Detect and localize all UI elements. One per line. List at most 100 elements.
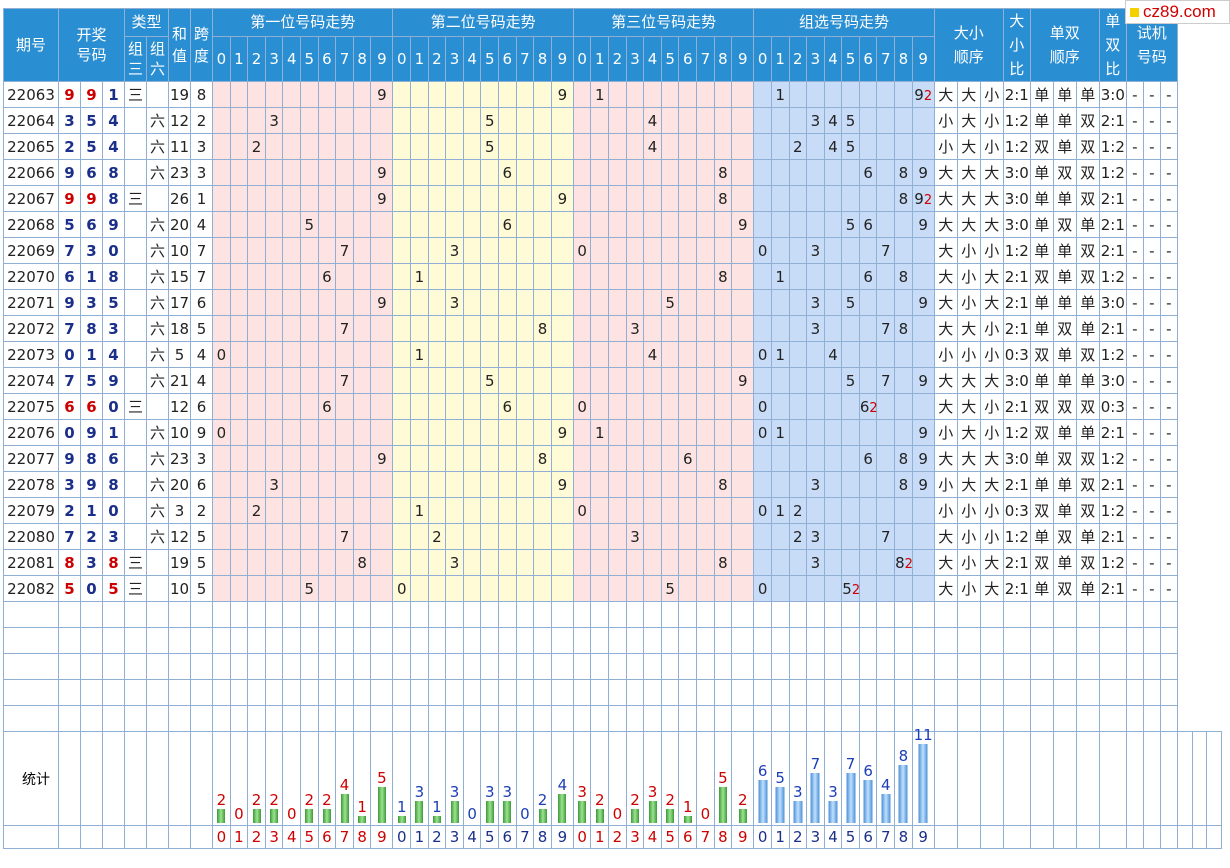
- pos3-cell: [625, 133, 645, 160]
- parity-ratio: 2:1: [1098, 523, 1127, 550]
- size-order: 大: [956, 185, 981, 212]
- zuxuan-digit: 0: [757, 397, 768, 416]
- axis-digit: 3: [625, 825, 645, 849]
- pos3-cell: [713, 315, 733, 342]
- parity-order: 双: [1052, 211, 1077, 238]
- size-order: 小: [979, 419, 1004, 446]
- zuxuan-digit: 4: [828, 137, 838, 156]
- parity-order: 双: [1052, 393, 1077, 420]
- size-order: 小: [956, 263, 981, 290]
- site-logo[interactable]: cz89.com: [1125, 0, 1230, 24]
- empty-cell: [876, 601, 896, 628]
- size-ratio: 2:1: [1002, 575, 1031, 602]
- pos1-cell: [247, 107, 266, 134]
- stats-bar-box: 3: [446, 733, 463, 825]
- draw-row: 22077 9 8 6 六 23 3 9 8 6 6 8 9 大大大 3:0 单双双 1:2- - -: [3, 445, 1222, 472]
- parity-ratio: 1:2: [1098, 497, 1127, 524]
- zuxuan-cell: [911, 549, 935, 576]
- zuxuan-cell: [788, 81, 808, 108]
- pos3-cell: [696, 419, 715, 446]
- pos3-cell: [608, 497, 627, 524]
- pos1-cell: [352, 159, 372, 186]
- stats-bar-box: 2: [248, 733, 265, 825]
- zuxuan-cell: [858, 367, 878, 394]
- draw-row: 22071 9 3 5 六 17 6 9 3 5 3 5 9 大小大 2:1 单单单 3:0- - -: [3, 289, 1222, 316]
- zuxuan-cell: [770, 575, 790, 602]
- pos2-cell: [480, 445, 500, 472]
- zuxuan-cell: [894, 419, 913, 446]
- empty-cell: [660, 679, 680, 706]
- draw-row: 22079 2 1 0 六 3 2 2 1 0 0 1 2 小小小 0:3 双单双 1:2- - -: [3, 497, 1222, 524]
- pos2-cell: [515, 471, 535, 498]
- empty-cell: [282, 627, 302, 654]
- empty-cell: [1098, 601, 1127, 628]
- empty-cell: [956, 601, 981, 628]
- pos2-cell: [515, 133, 535, 160]
- zuxuan-cell: 1: [770, 497, 790, 524]
- empty-cell: [806, 653, 825, 680]
- pos3-cell: [643, 393, 662, 420]
- parity-ratio: 2:1: [1098, 237, 1127, 264]
- test-number: -: [1142, 289, 1161, 316]
- pos3-cell: [731, 81, 755, 108]
- zuxuan-cell: 2: [788, 523, 808, 550]
- empty-cell: [352, 627, 372, 654]
- zuxuan-cell: [841, 419, 860, 446]
- empty-cell: [410, 679, 429, 706]
- span-value: 8: [190, 81, 214, 108]
- pos1-cell: 5: [300, 211, 319, 238]
- header-digit-zuxuan: 9: [911, 36, 935, 82]
- pos1-cell: [282, 393, 302, 420]
- stats-pos2-cell: 4: [550, 731, 574, 826]
- pos2-cell: [462, 419, 482, 446]
- header-shiji-text: 试机号码: [1136, 24, 1167, 66]
- zuxuan-cell: [788, 107, 808, 134]
- pos3-cell: [731, 497, 755, 524]
- header-pos2: 第二位号码走势: [392, 7, 574, 38]
- pos2-cell: [498, 315, 517, 342]
- test-number: -: [1125, 419, 1144, 446]
- pos2-cell: [515, 237, 535, 264]
- pos3-cell: [696, 497, 715, 524]
- zuxuan-cell: 6: [858, 211, 878, 238]
- pos2-cell: [410, 445, 429, 472]
- zuxuan-cell: [894, 523, 913, 550]
- pos1-cell: 5: [300, 575, 319, 602]
- size-order: 大: [933, 159, 958, 186]
- pos2-cell: [533, 263, 552, 290]
- parity-order: 双: [1029, 497, 1054, 524]
- pos2-cell: [515, 393, 535, 420]
- axis-digit: 0: [753, 825, 772, 849]
- pos1-cell: [282, 211, 302, 238]
- pos3-cell: [731, 393, 755, 420]
- zuxuan-cell: [753, 549, 772, 576]
- empty-cell: [515, 627, 535, 654]
- parity-order: 单: [1052, 185, 1077, 212]
- pos1-cell: [335, 133, 354, 160]
- type-zusan: [124, 367, 148, 394]
- zuxuan-cell: [806, 575, 825, 602]
- axis-digit: 8: [352, 825, 372, 849]
- pos3-cell: [572, 211, 592, 238]
- empty-cell: [696, 705, 715, 732]
- pos3-cell: [572, 315, 592, 342]
- empty-cell: [933, 627, 958, 654]
- empty-cell: [1159, 601, 1178, 628]
- axis-digit: 6: [498, 825, 517, 849]
- axis-blank: [58, 825, 81, 849]
- test-number: -: [1142, 315, 1161, 342]
- zuxuan-digit: 8: [898, 475, 909, 494]
- parity-order: 单: [1052, 133, 1077, 160]
- pos2-cell: [550, 133, 574, 160]
- pos2-cell: [480, 419, 500, 446]
- stats-bar-box: 2: [266, 733, 283, 825]
- zuxuan-cell: [806, 81, 825, 108]
- pos2-cell: [445, 263, 464, 290]
- stats-value: 7: [810, 754, 821, 773]
- pos3-cell: [608, 185, 627, 212]
- empty-row: [3, 653, 1222, 680]
- span-value: 6: [190, 393, 214, 420]
- pos1-cell: [300, 549, 319, 576]
- empty-cell: [335, 653, 354, 680]
